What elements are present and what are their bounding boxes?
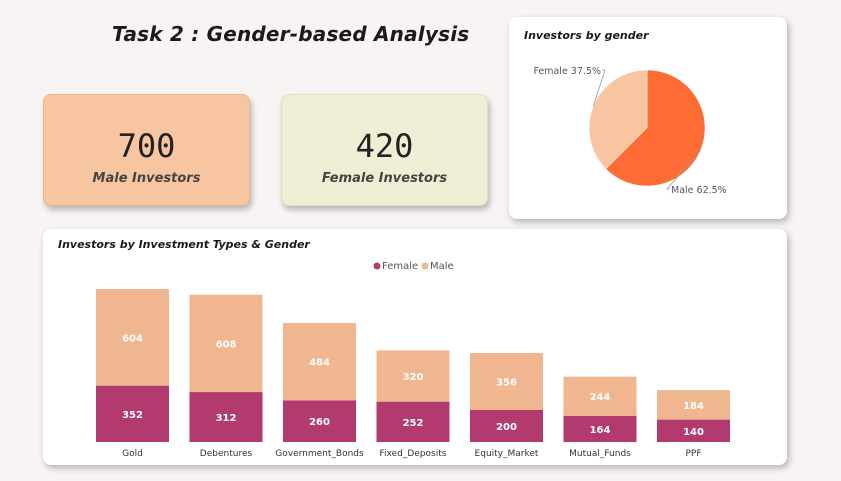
x-tick-label: Equity_Market — [475, 449, 539, 459]
female-investors-card[interactable]: 420 Female Investors — [281, 94, 488, 206]
pie-chart[interactable]: Male 62.5% Female 37.5% — [509, 17, 787, 219]
bar-label-male: 356 — [496, 378, 517, 389]
bar-label-female: 164 — [590, 425, 611, 436]
bar-label-male: 484 — [309, 358, 330, 369]
bar-chart[interactable]: Female Male 352 604 Gold 312 608 Debentures 260 4… — [43, 229, 787, 465]
pie-leader-line — [593, 69, 606, 106]
bar-group-debentures[interactable]: 312 608 — [189, 294, 263, 442]
female-investors-value: 420 — [355, 127, 414, 165]
bar-chart-card[interactable]: Investors by Investment Types & Gender F… — [43, 229, 787, 465]
female-investors-label: Female Investors — [321, 171, 448, 186]
bar-label-female: 352 — [122, 410, 143, 421]
bar-label-male: 184 — [683, 401, 704, 412]
male-investors-card[interactable]: 700 Male Investors — [43, 94, 250, 206]
bar-group-equity_market[interactable]: 200 356 — [470, 353, 543, 442]
bar-label-male: 320 — [403, 372, 424, 383]
bar-chart-title: Investors by Investment Types & Gender — [58, 238, 310, 251]
bar-female[interactable] — [189, 392, 263, 442]
legend-male-label: Male — [430, 261, 454, 272]
male-investors-label: Male Investors — [92, 171, 201, 186]
pie-chart-title: Investors by gender — [524, 29, 649, 42]
x-tick-label: PPF — [685, 449, 701, 459]
bar-female[interactable] — [96, 385, 169, 442]
bar-group-fixed_deposits[interactable]: 252 320 — [376, 350, 450, 442]
male-investors-value: 700 — [117, 127, 176, 165]
bar-female[interactable] — [657, 419, 730, 442]
bar-male[interactable] — [657, 390, 730, 420]
bar-label-male: 604 — [122, 333, 143, 344]
bar-group-mutual_funds[interactable]: 164 244 — [563, 376, 637, 442]
pie-chart-card[interactable]: Investors by gender Male 62.5% Female 37.… — [509, 17, 787, 219]
x-tick-label: Fixed_Deposits — [380, 449, 447, 459]
bar-label-female: 260 — [309, 417, 330, 428]
legend-female-marker — [373, 262, 381, 270]
bar-label-female: 140 — [683, 427, 704, 438]
x-tick-label: Government_Bonds — [275, 449, 364, 459]
bar-label-female: 252 — [403, 418, 424, 429]
legend-male-marker — [421, 262, 429, 270]
bar-female[interactable] — [470, 409, 543, 442]
x-tick-label: Gold — [122, 449, 143, 459]
bar-label-male: 244 — [590, 392, 611, 403]
bar-group-gold[interactable]: 352 604 — [96, 289, 169, 442]
bar-label-female: 200 — [496, 422, 517, 433]
pie-leader-line — [666, 149, 701, 190]
bar-female[interactable] — [563, 415, 637, 442]
x-tick-label: Debentures — [200, 449, 253, 459]
bar-legend: Female Male — [373, 261, 454, 272]
pie-label-male: Male 62.5% — [671, 185, 727, 196]
bar-male[interactable] — [283, 322, 356, 401]
bar-male[interactable] — [563, 376, 637, 416]
pie-slice-male[interactable] — [605, 69, 706, 187]
bar-group-government_bonds[interactable]: 260 484 — [283, 322, 356, 442]
bar-male[interactable] — [470, 353, 543, 410]
bar-male[interactable] — [376, 350, 450, 402]
bar-female[interactable] — [283, 400, 356, 442]
bar-female[interactable] — [376, 401, 450, 442]
bar-group-ppf[interactable]: 140 184 — [657, 390, 730, 442]
bar-label-female: 312 — [216, 413, 237, 424]
bar-male[interactable] — [189, 294, 263, 393]
bar-label-male: 608 — [216, 339, 237, 350]
legend-female-label: Female — [382, 261, 418, 272]
pie-label-female: Female 37.5% — [533, 66, 601, 77]
x-tick-label: Mutual_Funds — [569, 449, 631, 459]
page-title: Task 2 : Gender-based Analysis — [112, 22, 470, 46]
bar-male[interactable] — [96, 289, 169, 386]
